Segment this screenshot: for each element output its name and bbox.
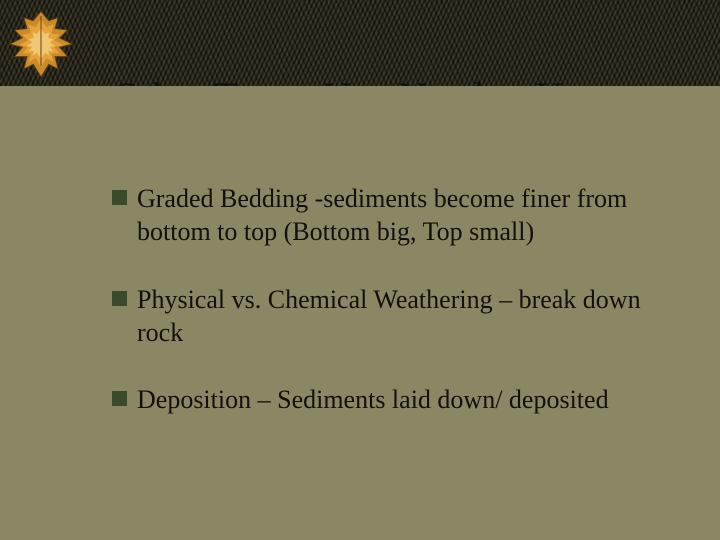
list-item: Physical vs. Chemical Weathering – break… [112,283,680,350]
leaf-decoration-icon [2,2,80,80]
bullet-text: Graded Bedding -sediments become finer f… [137,182,680,249]
bullet-square-icon [112,190,127,205]
list-item: Deposition – Sediments laid down/ deposi… [112,383,680,416]
bullet-square-icon [112,391,127,406]
bullet-square-icon [112,291,127,306]
list-item: Graded Bedding -sediments become finer f… [112,182,680,249]
bullet-text: Physical vs. Chemical Weathering – break… [137,283,680,350]
slide: Other Terms You Need to Know Graded Bedd… [0,0,720,540]
bullet-list: Graded Bedding -sediments become finer f… [112,182,680,450]
bullet-text: Deposition – Sediments laid down/ deposi… [137,383,680,416]
